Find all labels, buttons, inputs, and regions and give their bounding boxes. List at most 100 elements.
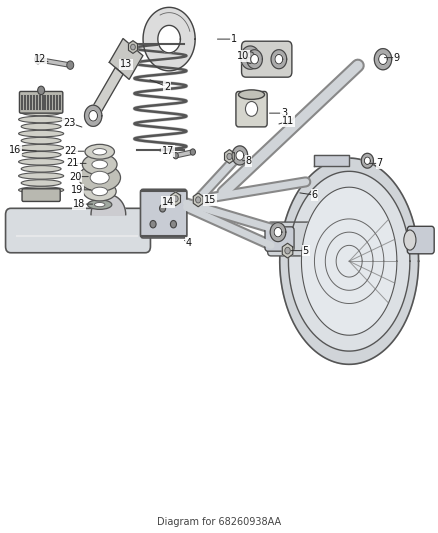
- Polygon shape: [89, 110, 98, 121]
- Polygon shape: [361, 154, 374, 168]
- Text: 12: 12: [34, 54, 46, 63]
- Ellipse shape: [18, 116, 64, 123]
- Ellipse shape: [21, 123, 61, 130]
- Polygon shape: [89, 68, 123, 119]
- Ellipse shape: [18, 131, 64, 137]
- Polygon shape: [301, 187, 397, 335]
- Text: 17: 17: [162, 146, 174, 156]
- Text: 22: 22: [64, 146, 77, 156]
- Polygon shape: [225, 150, 234, 164]
- Circle shape: [159, 205, 166, 212]
- Ellipse shape: [88, 200, 112, 209]
- Circle shape: [150, 221, 156, 228]
- Text: 14: 14: [162, 197, 174, 207]
- Ellipse shape: [82, 154, 117, 175]
- FancyBboxPatch shape: [265, 227, 294, 251]
- Polygon shape: [128, 41, 138, 53]
- FancyBboxPatch shape: [242, 41, 292, 77]
- Circle shape: [35, 55, 42, 64]
- FancyBboxPatch shape: [268, 222, 327, 256]
- Text: 5: 5: [303, 246, 309, 256]
- Circle shape: [170, 221, 177, 228]
- FancyBboxPatch shape: [407, 227, 434, 254]
- Ellipse shape: [18, 187, 64, 193]
- Circle shape: [190, 149, 195, 155]
- Polygon shape: [247, 50, 262, 69]
- Polygon shape: [245, 52, 255, 63]
- Text: 15: 15: [204, 195, 216, 205]
- Polygon shape: [274, 228, 282, 237]
- Text: 4: 4: [186, 238, 192, 248]
- Polygon shape: [110, 38, 143, 79]
- Ellipse shape: [79, 164, 120, 191]
- FancyBboxPatch shape: [19, 92, 63, 113]
- Polygon shape: [85, 105, 102, 126]
- Polygon shape: [241, 46, 260, 69]
- FancyBboxPatch shape: [236, 92, 267, 127]
- Text: 3: 3: [281, 108, 287, 118]
- Polygon shape: [143, 7, 195, 71]
- Text: 6: 6: [311, 190, 318, 200]
- Ellipse shape: [21, 109, 61, 116]
- Polygon shape: [236, 151, 244, 160]
- Text: 13: 13: [120, 60, 132, 69]
- Ellipse shape: [92, 160, 107, 168]
- Text: 8: 8: [245, 156, 251, 166]
- Ellipse shape: [92, 187, 107, 196]
- Ellipse shape: [18, 144, 64, 151]
- Text: 7: 7: [376, 158, 383, 168]
- Ellipse shape: [21, 138, 61, 144]
- Ellipse shape: [21, 180, 61, 186]
- Polygon shape: [275, 54, 283, 64]
- Text: 10: 10: [237, 51, 249, 61]
- Text: 18: 18: [73, 199, 85, 209]
- Polygon shape: [314, 156, 349, 166]
- Circle shape: [173, 152, 178, 159]
- Ellipse shape: [90, 171, 109, 184]
- FancyBboxPatch shape: [22, 189, 60, 201]
- Text: 2: 2: [164, 82, 170, 92]
- Text: 1: 1: [231, 34, 237, 44]
- Circle shape: [227, 154, 232, 159]
- Ellipse shape: [21, 166, 61, 172]
- Polygon shape: [251, 54, 258, 64]
- Text: 16: 16: [9, 145, 21, 155]
- Polygon shape: [282, 243, 293, 258]
- Polygon shape: [171, 192, 180, 206]
- Circle shape: [38, 86, 45, 95]
- Circle shape: [285, 247, 290, 254]
- Polygon shape: [379, 54, 387, 64]
- FancyBboxPatch shape: [6, 208, 151, 253]
- Polygon shape: [270, 223, 286, 241]
- Text: 9: 9: [394, 53, 400, 62]
- Polygon shape: [280, 158, 419, 365]
- Ellipse shape: [95, 203, 105, 207]
- Ellipse shape: [404, 230, 416, 250]
- Ellipse shape: [21, 151, 61, 158]
- Circle shape: [131, 44, 135, 50]
- Polygon shape: [288, 171, 410, 351]
- Text: 20: 20: [69, 172, 81, 182]
- Text: Diagram for 68260938AA: Diagram for 68260938AA: [157, 516, 281, 527]
- FancyBboxPatch shape: [141, 189, 187, 238]
- Polygon shape: [193, 193, 203, 207]
- Text: 23: 23: [63, 118, 75, 128]
- Ellipse shape: [18, 158, 64, 165]
- Polygon shape: [364, 157, 371, 165]
- Text: 21: 21: [67, 158, 79, 168]
- Ellipse shape: [83, 182, 116, 201]
- Ellipse shape: [18, 173, 64, 179]
- Circle shape: [173, 196, 178, 202]
- Polygon shape: [374, 49, 392, 70]
- Circle shape: [67, 61, 74, 69]
- Polygon shape: [271, 50, 287, 69]
- Polygon shape: [91, 195, 126, 215]
- Ellipse shape: [239, 90, 265, 99]
- Ellipse shape: [85, 144, 114, 159]
- Polygon shape: [158, 26, 180, 53]
- Circle shape: [245, 101, 258, 116]
- Circle shape: [196, 197, 201, 203]
- Text: 19: 19: [71, 185, 83, 195]
- Text: 11: 11: [282, 116, 294, 126]
- Polygon shape: [232, 146, 247, 165]
